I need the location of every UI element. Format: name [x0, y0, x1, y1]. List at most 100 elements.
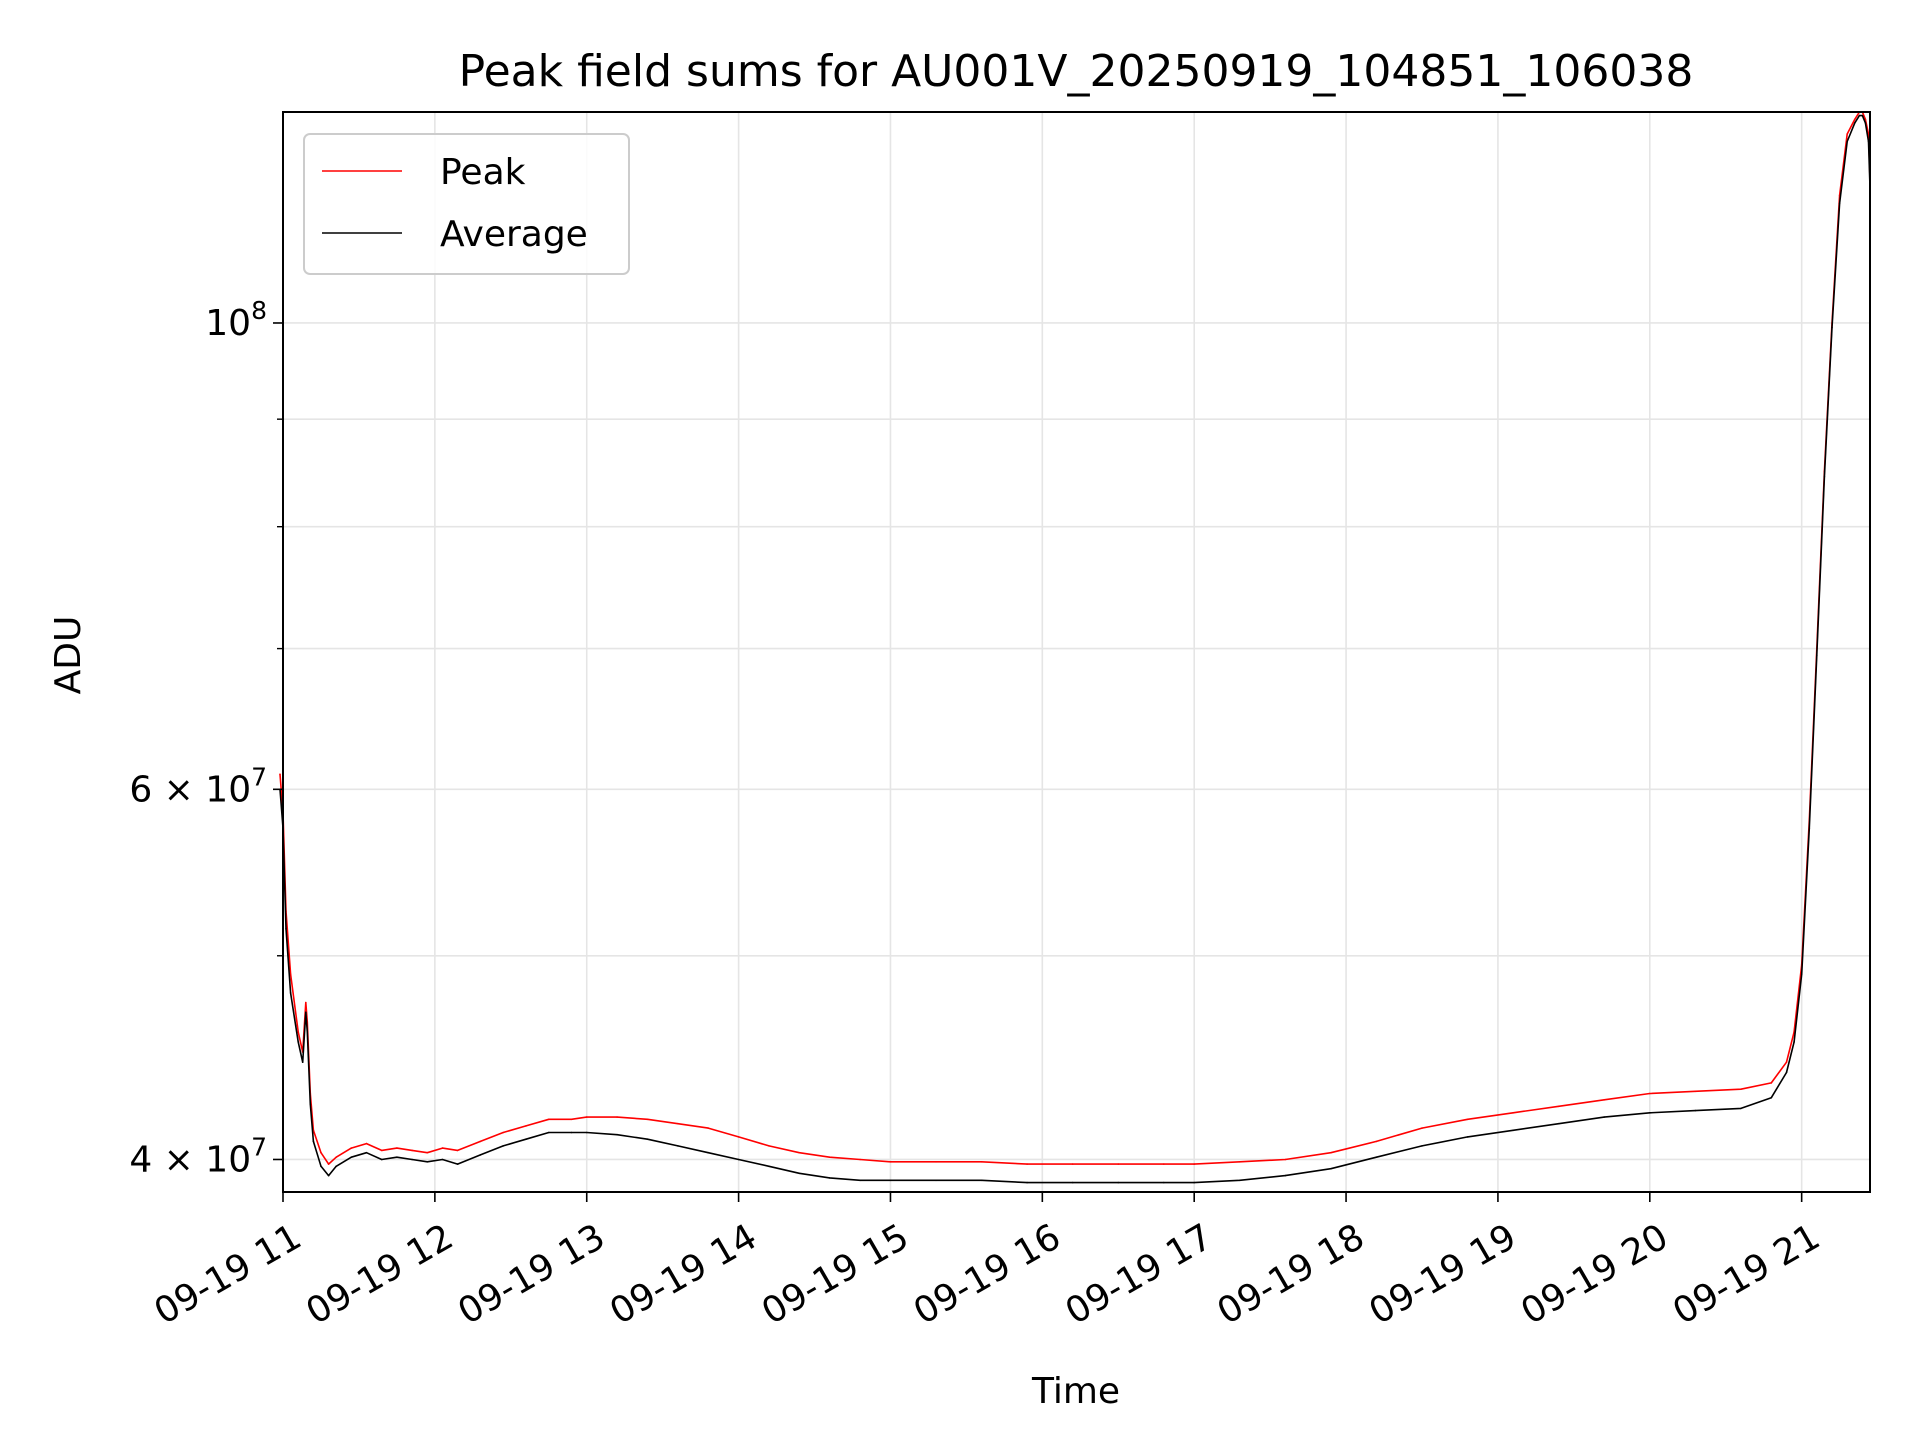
data-point-peak	[1284, 1158, 1287, 1161]
data-point-peak	[1026, 1163, 1028, 1165]
data-point-average	[426, 1161, 429, 1163]
data-point-peak	[380, 1149, 383, 1152]
data-point-peak	[1694, 1090, 1697, 1093]
data-point-average	[305, 1011, 307, 1014]
data-point-average	[1512, 1129, 1514, 1132]
data-point-average	[1816, 654, 1818, 656]
data-point-average	[828, 1177, 831, 1179]
data-point-peak	[297, 1031, 300, 1033]
data-point-average	[1858, 114, 1861, 117]
data-point-average	[1800, 973, 1803, 975]
data-point-peak	[980, 1161, 983, 1163]
data-point-average	[1740, 1107, 1742, 1110]
data-point-average	[1330, 1167, 1332, 1170]
data-point-peak	[1846, 133, 1848, 135]
data-point-peak	[1512, 1112, 1514, 1114]
data-point-average	[935, 1179, 937, 1182]
data-point-peak	[305, 1001, 307, 1004]
data-point-peak	[1421, 1127, 1423, 1129]
data-point-peak	[1649, 1092, 1651, 1095]
data-point-average	[1071, 1181, 1074, 1184]
data-point-average	[768, 1165, 770, 1168]
data-point-average	[1117, 1181, 1120, 1184]
data-point-average	[616, 1133, 618, 1136]
series-layer	[279, 111, 1871, 1184]
data-point-peak	[1375, 1140, 1378, 1143]
y-axis-label: ADU	[48, 616, 89, 695]
data-point-peak	[1466, 1118, 1469, 1121]
data-point-average	[1375, 1156, 1378, 1158]
chart-title: Peak field sums for AU001V_20250919_1048…	[459, 46, 1694, 97]
data-point-average	[502, 1145, 505, 1147]
data-point-peak	[935, 1161, 937, 1163]
data-point-average	[707, 1151, 709, 1154]
data-point-peak	[479, 1140, 482, 1143]
data-point-peak	[737, 1136, 740, 1138]
data-point-average	[1694, 1109, 1697, 1112]
data-point-average	[301, 1061, 304, 1063]
data-point-peak	[585, 1116, 588, 1118]
y-tick-label: 6 × 107	[129, 762, 267, 810]
data-point-peak	[1740, 1088, 1742, 1090]
legend: Peak Average	[303, 133, 630, 275]
data-point-peak	[335, 1156, 338, 1158]
data-point-peak	[548, 1118, 550, 1121]
data-point-average	[1284, 1174, 1287, 1177]
data-point-peak	[502, 1131, 505, 1134]
data-point-peak	[570, 1118, 573, 1121]
y-tick-label: 108	[205, 296, 267, 344]
data-point-peak	[320, 1151, 322, 1154]
data-point-average	[1808, 827, 1811, 829]
data-point-peak	[616, 1116, 618, 1118]
data-point-average	[1026, 1181, 1028, 1184]
y-tick-label: 4 × 107	[129, 1132, 267, 1180]
data-point-average	[297, 1041, 300, 1043]
data-point-peak	[426, 1151, 429, 1154]
data-point-average	[306, 1031, 309, 1033]
data-point-peak	[828, 1156, 831, 1158]
data-point-average	[350, 1156, 353, 1158]
data-point-average	[380, 1158, 383, 1161]
data-point-peak	[707, 1127, 709, 1129]
data-point-average	[441, 1158, 444, 1161]
legend-peak-label: Peak	[440, 152, 526, 193]
data-point-average	[1793, 1041, 1795, 1043]
data-point-average	[309, 1103, 312, 1105]
data-point-average	[1649, 1112, 1651, 1114]
data-point-average	[1864, 122, 1867, 124]
data-point-average	[1239, 1179, 1241, 1182]
data-point-peak	[889, 1161, 892, 1163]
legend-average-label: Average	[440, 214, 588, 255]
data-point-peak	[1330, 1151, 1332, 1154]
data-point-average	[365, 1151, 368, 1154]
data-point-peak	[411, 1149, 413, 1152]
data-point-peak	[1117, 1163, 1120, 1165]
data-point-average	[646, 1138, 649, 1140]
data-point-peak	[396, 1147, 398, 1149]
y-tick-label-exponent: 7	[251, 1132, 267, 1161]
data-point-average	[396, 1156, 398, 1158]
y-tick-label-base: 6 × 10	[129, 769, 251, 810]
data-point-peak	[1163, 1163, 1165, 1165]
data-point-peak	[1770, 1082, 1773, 1084]
data-point-average	[737, 1158, 740, 1161]
data-point-peak	[289, 973, 292, 975]
data-point-average	[456, 1163, 459, 1165]
data-point-average	[1193, 1181, 1195, 1184]
grid-lines	[282, 112, 1870, 1192]
data-point-average	[570, 1131, 573, 1134]
data-point-average	[335, 1165, 338, 1168]
data-point-peak	[1071, 1163, 1074, 1165]
y-tick-label-base: 10	[205, 303, 251, 344]
data-point-average	[798, 1172, 801, 1175]
data-point-average	[285, 928, 287, 930]
data-point-peak	[1785, 1061, 1788, 1063]
data-point-average	[1785, 1071, 1788, 1074]
y-tick-label-exponent: 8	[251, 296, 267, 325]
data-point-average	[1163, 1181, 1165, 1184]
data-point-peak	[859, 1158, 861, 1161]
data-point-average	[677, 1145, 679, 1147]
data-point-average	[1770, 1096, 1773, 1099]
